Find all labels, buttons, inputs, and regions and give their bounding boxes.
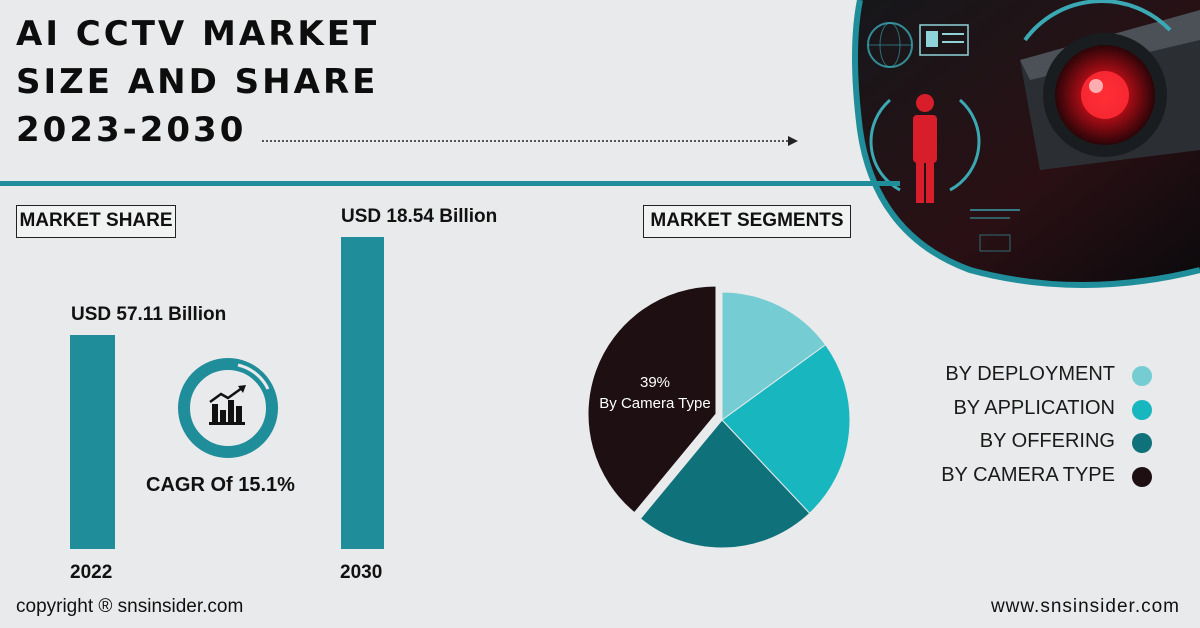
bar-value-label-2030: USD 18.54 Billion bbox=[341, 206, 498, 227]
bar-category-label-2030: 2030 bbox=[340, 562, 383, 583]
legend-dot-application bbox=[1132, 400, 1152, 420]
dotted-arrow-icon bbox=[262, 136, 798, 146]
pie-annotation-label: By Camera Type bbox=[599, 395, 710, 412]
section-divider bbox=[0, 181, 900, 186]
cagr-text: CAGR Of 15.1% bbox=[146, 474, 295, 496]
pie-slice-application bbox=[721, 344, 851, 515]
footer-website-link[interactable]: www.snsinsider.com bbox=[990, 596, 1180, 617]
legend-label-deployment: BY DEPLOYMENT bbox=[945, 363, 1115, 385]
legend-dot-offering bbox=[1132, 433, 1152, 453]
market-segments-label: MARKET SEGMENTS bbox=[643, 205, 851, 238]
bar-category-label-2022: 2022 bbox=[70, 562, 113, 583]
legend-dot-deployment bbox=[1132, 366, 1152, 386]
bar-2030 bbox=[341, 237, 384, 549]
legend-label-offering: BY OFFERING bbox=[979, 430, 1115, 452]
market-share-label: MARKET SHARE bbox=[16, 205, 176, 238]
cagr-growth-icon bbox=[178, 358, 278, 458]
cctv-camera-image bbox=[852, 0, 1200, 288]
pie-slice-offering bbox=[639, 419, 811, 549]
bar-2022 bbox=[70, 335, 115, 549]
page-title-line-1: AI CCTV MARKET bbox=[16, 14, 380, 54]
bar-value-label-2022: USD 57.11 Billion bbox=[71, 304, 227, 325]
page-title-line-2: SIZE AND SHARE bbox=[16, 62, 379, 102]
pie-annotation-value: 39% bbox=[640, 374, 670, 391]
legend-label-camera-type: BY CAMERA TYPE bbox=[941, 464, 1115, 486]
page-title-line-3: 2023-2030 bbox=[16, 110, 247, 150]
pie-slice-deployment bbox=[721, 291, 827, 421]
market-segments-pie-chart: 39% By Camera Type bbox=[587, 285, 851, 549]
legend-dot-camera-type bbox=[1132, 467, 1152, 487]
pie-slice-camera-type bbox=[587, 285, 717, 514]
footer-copyright: copyright ® snsinsider.com bbox=[16, 596, 244, 617]
legend-label-application: BY APPLICATION bbox=[953, 397, 1115, 419]
